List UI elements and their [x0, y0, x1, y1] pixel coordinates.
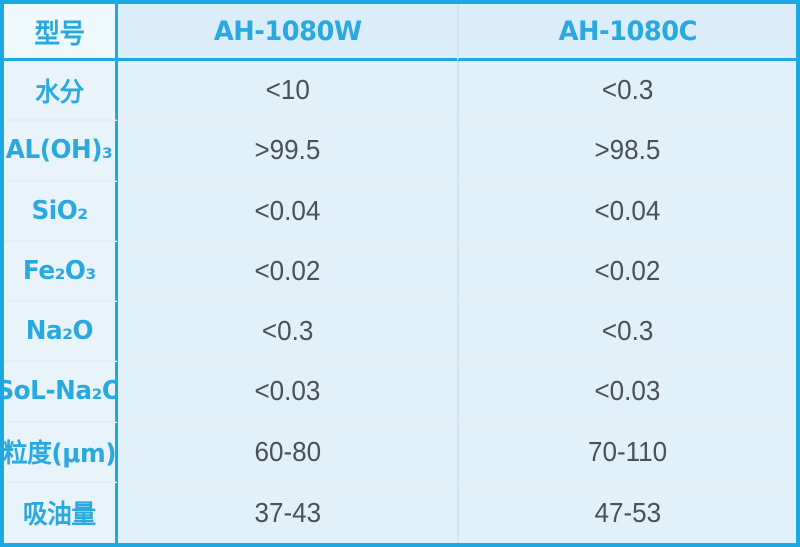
row-label-aloh3: AL(OH)₃ — [4, 121, 118, 182]
value-aloh3-ah1080w: >99.5 — [118, 121, 457, 182]
row-label-fe2o3: Fe₂O₃ — [4, 241, 118, 302]
header-cell-ah1080w: AH-1080W — [118, 4, 457, 61]
value-particle-size-ah1080c: 70-110 — [457, 422, 796, 483]
row-label-oil-absorption: 吸油量 — [4, 482, 118, 543]
value-oil-absorption-ah1080w: 37-43 — [118, 482, 457, 543]
row-label-sol-na2o: SoL-Na₂O — [4, 362, 118, 423]
row-label-moisture: 水分 — [4, 61, 118, 122]
header-cell-model: 型号 — [4, 4, 118, 61]
value-aloh3-ah1080c: >98.5 — [457, 121, 796, 182]
value-fe2o3-ah1080c: <0.02 — [457, 241, 796, 302]
value-sol-na2o-ah1080c: <0.03 — [457, 362, 796, 423]
value-moisture-ah1080c: <0.3 — [457, 61, 796, 122]
row-label-particle-size: 粒度(μm) — [4, 422, 118, 483]
value-particle-size-ah1080w: 60-80 — [118, 422, 457, 483]
header-cell-ah1080c: AH-1080C — [457, 4, 796, 61]
row-label-sio2: SiO₂ — [4, 181, 118, 242]
header-model-label: 型号 — [34, 18, 85, 50]
value-sol-na2o-ah1080w: <0.03 — [118, 362, 457, 423]
value-sio2-ah1080w: <0.04 — [118, 181, 457, 242]
value-sio2-ah1080c: <0.04 — [457, 181, 796, 242]
value-fe2o3-ah1080w: <0.02 — [118, 241, 457, 302]
value-oil-absorption-ah1080c: 47-53 — [457, 482, 796, 543]
header-ah1080w-label: AH-1080W — [213, 15, 362, 47]
value-moisture-ah1080w: <10 — [118, 61, 457, 122]
row-label-na2o: Na₂O — [4, 302, 118, 363]
header-ah1080c-label: AH-1080C — [558, 15, 697, 47]
value-na2o-ah1080c: <0.3 — [457, 302, 796, 363]
value-na2o-ah1080w: <0.3 — [118, 302, 457, 363]
